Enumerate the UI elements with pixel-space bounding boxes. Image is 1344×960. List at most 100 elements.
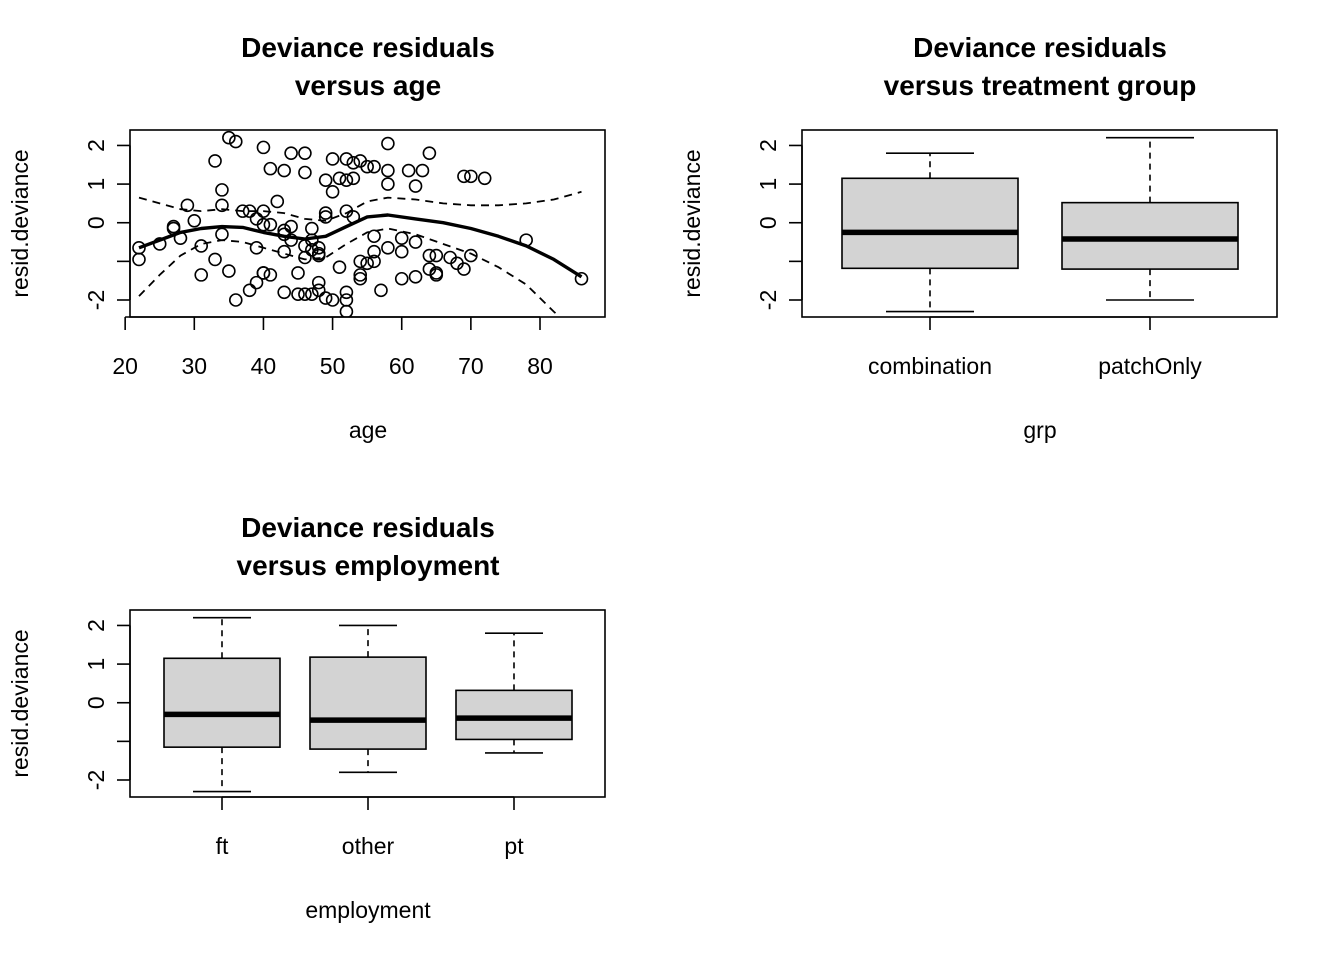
data-point (325, 152, 340, 166)
data-point (152, 237, 167, 251)
x-axis-label: employment (305, 897, 431, 923)
data-point (284, 146, 298, 160)
data-point (318, 206, 333, 220)
x-tick-label: other (342, 833, 395, 859)
data-point (249, 241, 264, 255)
data-point (311, 275, 326, 290)
data-point (242, 204, 257, 218)
data-point (415, 163, 430, 178)
data-point (429, 248, 444, 263)
data-point (346, 156, 361, 170)
x-tick-label: ft (216, 833, 229, 859)
data-point (477, 171, 492, 186)
data-point (339, 152, 354, 166)
boxplot-combination (841, 152, 1019, 313)
data-point (256, 140, 271, 155)
chart-title-line-2: versus employment (237, 550, 500, 581)
data-point (353, 254, 368, 269)
y-tick-label: 1 (83, 178, 109, 191)
y-tick-label: 2 (83, 139, 109, 152)
data-point (311, 248, 326, 263)
y-tick-label: 0 (83, 216, 109, 229)
iqr-box (1061, 201, 1239, 270)
boxplot-other (309, 624, 427, 774)
data-point (194, 239, 209, 253)
data-point (311, 241, 326, 255)
data-point (346, 210, 361, 224)
data-point (457, 169, 471, 184)
data-point (325, 185, 340, 199)
x-axis-label: grp (1023, 417, 1056, 443)
data-point (381, 177, 395, 191)
data-point (325, 293, 340, 307)
x-tick-label: 80 (527, 353, 553, 379)
data-point (339, 173, 354, 188)
x-tick-label: 20 (112, 353, 138, 379)
x-tick-label: pt (504, 833, 524, 859)
chart-title-line-1: Deviance residuals (241, 512, 495, 543)
data-point (228, 293, 243, 307)
data-point (208, 252, 222, 267)
data-point (277, 223, 291, 238)
panel-residuals-vs-treatment-group: Deviance residuals versus treatment grou… (679, 32, 1278, 443)
data-point (222, 130, 236, 145)
x-tick-label: patchOnly (1098, 353, 1202, 379)
data-point (394, 231, 409, 245)
data-point (353, 271, 368, 286)
data-point (367, 159, 381, 174)
data-point (291, 266, 305, 280)
boxplot-patchOnly (1061, 136, 1239, 301)
data-point (408, 270, 423, 284)
x-axis-label: age (349, 417, 387, 443)
data-point (464, 169, 478, 184)
data-point (381, 163, 395, 178)
y-tick-label: 0 (83, 696, 109, 709)
data-point (298, 165, 312, 180)
data-point (235, 204, 250, 218)
data-point (284, 219, 298, 234)
boxplot-pt (455, 632, 573, 754)
data-point (277, 244, 291, 259)
data-point (166, 221, 181, 236)
data-point (256, 266, 271, 280)
panel-residuals-vs-employment: Deviance residuals versus employment emp… (7, 512, 606, 923)
data-point (311, 283, 326, 298)
data-point (381, 241, 395, 255)
plot-marks: -2 0 1 2 ft other pt (83, 616, 573, 859)
data-point (422, 146, 437, 160)
data-point (457, 262, 471, 276)
data-point (215, 183, 229, 197)
data-point (298, 287, 312, 302)
data-point (132, 252, 146, 267)
data-point (339, 304, 354, 317)
data-point (222, 264, 236, 278)
y-tick-label: 2 (755, 139, 781, 152)
x-tick-label: 30 (182, 353, 208, 379)
panel-residuals-vs-age: Deviance residuals versus age age resid.… (7, 32, 606, 443)
data-point (208, 154, 222, 168)
x-tick-label: 60 (389, 353, 415, 379)
data-point (394, 271, 409, 286)
data-point (422, 248, 437, 263)
data-point (305, 221, 319, 236)
data-point (367, 244, 381, 259)
data-point (242, 283, 257, 298)
boxplot-ft (163, 616, 281, 793)
data-point (353, 268, 368, 282)
y-tick-label: -2 (755, 290, 781, 310)
data-point (374, 283, 388, 298)
data-point (346, 171, 361, 186)
chart-title-line-1: Deviance residuals (241, 32, 495, 63)
data-point (228, 134, 243, 149)
data-point (367, 229, 381, 244)
iqr-box (309, 656, 427, 750)
data-point (332, 171, 347, 186)
data-point (429, 268, 444, 282)
y-axis-label: resid.deviance (7, 149, 33, 297)
data-point (318, 173, 333, 188)
data-point (339, 293, 354, 307)
x-tick-label: 70 (458, 353, 484, 379)
y-tick-label: 2 (83, 619, 109, 632)
data-point (305, 287, 319, 302)
